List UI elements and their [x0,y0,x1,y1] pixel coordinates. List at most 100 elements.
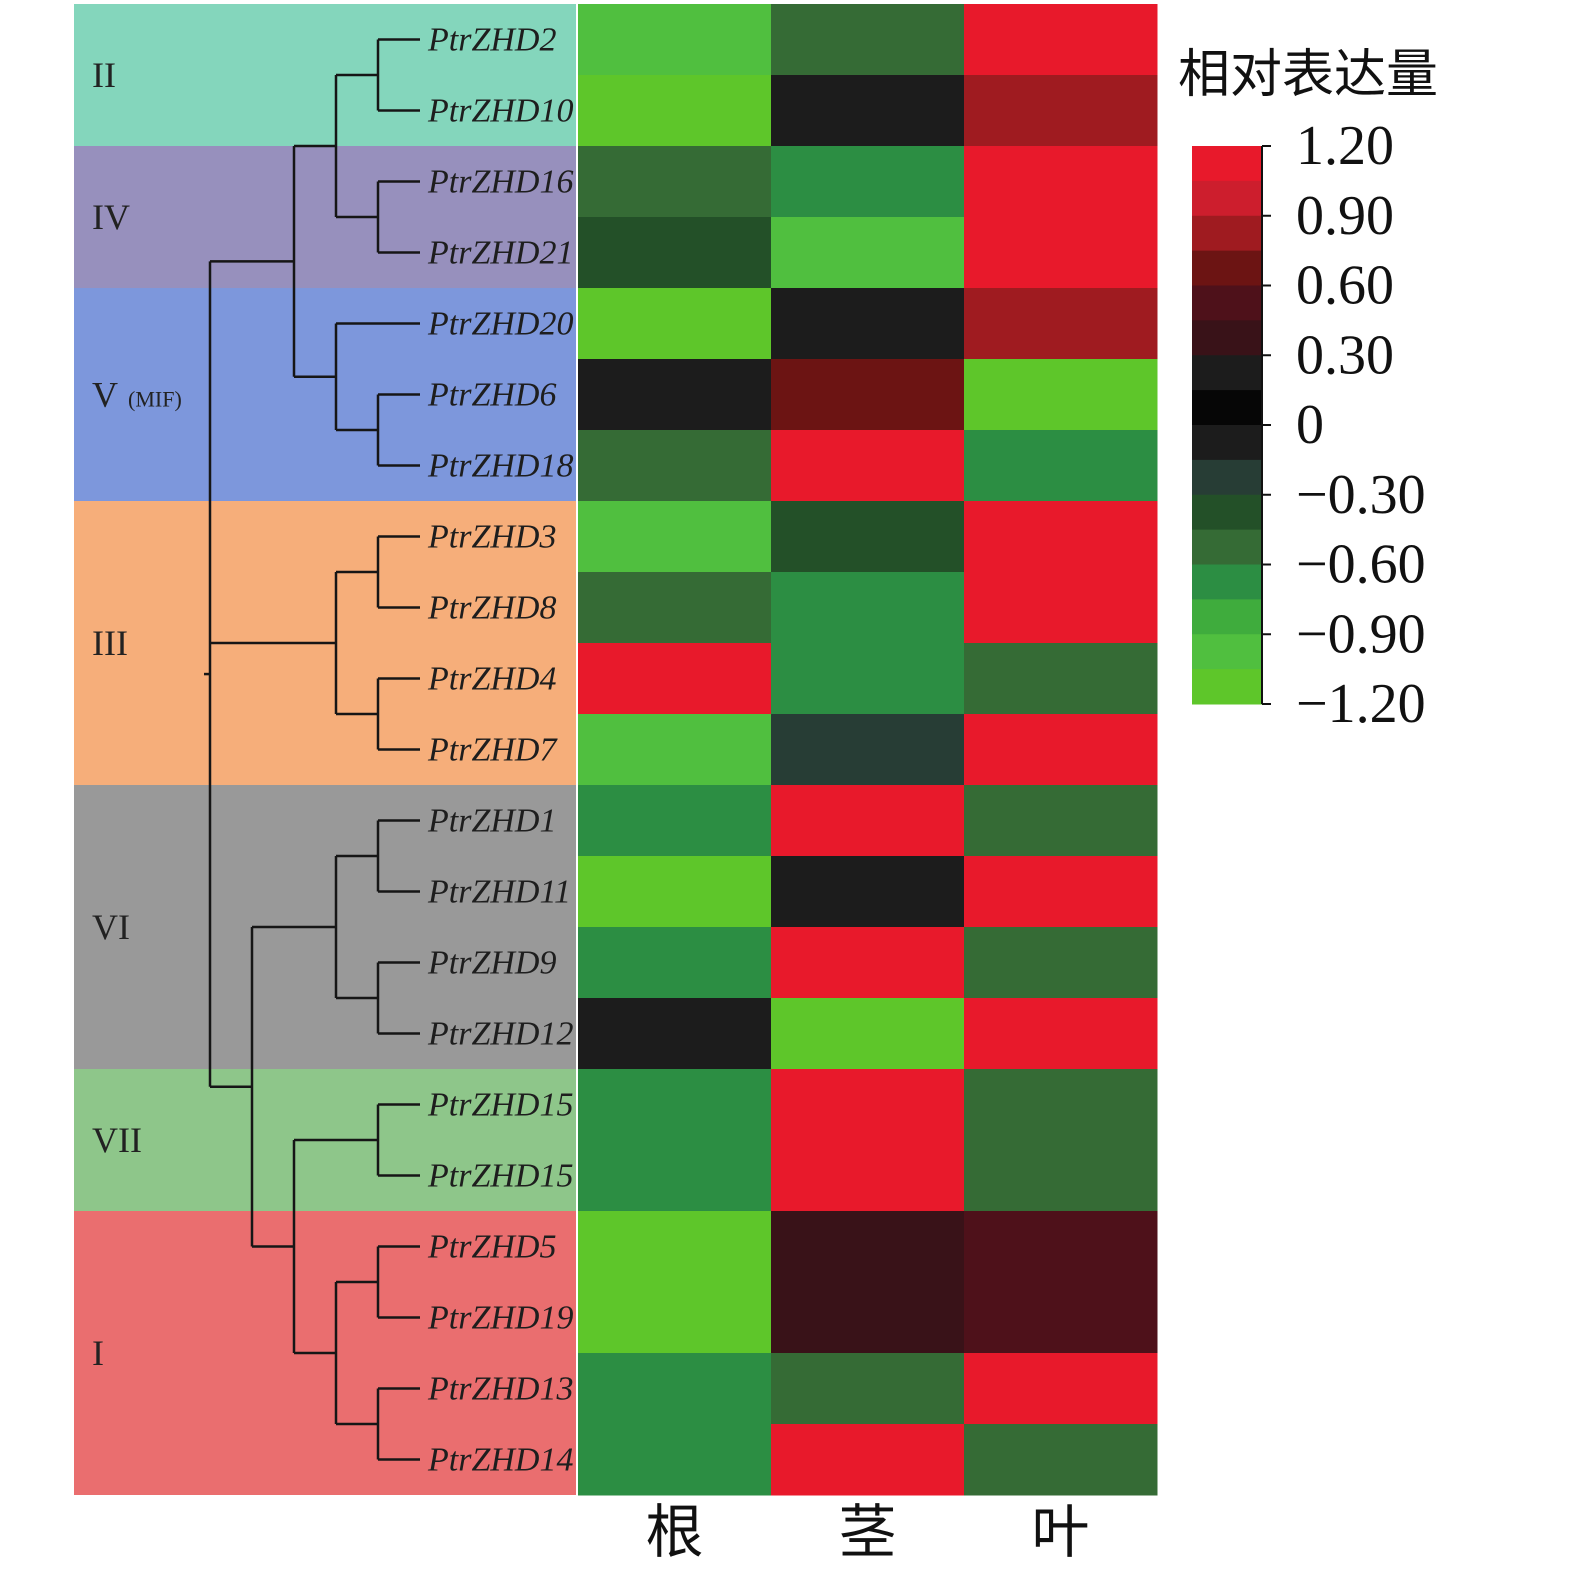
legend-tick-label: −0.90 [1296,603,1426,665]
clade-label-vi: VI [92,907,130,947]
heatmap-cell [578,288,772,360]
legend-tick-label: 1.20 [1296,115,1394,177]
clade-label-iii: III [92,623,128,663]
heatmap-cell [964,1353,1158,1425]
heatmap-cell [578,359,772,431]
clade-sublabel: (MIF) [128,387,182,412]
gene-label: PtrZHD5 [427,1229,556,1266]
legend-swatch [1192,599,1262,635]
legend-swatch [1192,215,1262,252]
heatmap-cell [964,288,1158,360]
clade-label-ii: II [92,55,116,95]
gene-label: PtrZHD13 [427,1371,573,1408]
gene-label: PtrZHD6 [427,377,556,414]
clade-label-v: V [92,375,118,415]
heatmap-cell [771,4,965,76]
color-legend: 相对表达量 1.20 0.90 0.60 0.30 0 −0.30 −0.60 −0.90 −1… [1178,45,1438,735]
legend-tick-label: −0.60 [1296,534,1426,596]
heatmap-cell [578,1353,772,1425]
heatmap-cell [578,501,772,573]
heatmap-cell [771,572,965,644]
heatmap-cell [771,146,965,218]
legend-swatch [1192,425,1262,461]
heatmap-cell [964,572,1158,644]
legend-tick-label: 0 [1296,394,1324,456]
gene-label: PtrZHD11 [427,874,571,911]
clade-labels: II IV V (MIF) III VI VII I [92,55,182,1373]
legend-title: 相对表达量 [1178,45,1438,105]
heatmap-cell [578,1424,772,1496]
legend-swatch [1192,390,1262,426]
legend-swatch [1192,320,1262,356]
heatmap-cell [771,998,965,1070]
heatmap-cell [771,1140,965,1212]
heatmap-cell [964,785,1158,857]
heatmap-cell [578,714,772,786]
heatmap-cell [771,1353,965,1425]
gene-label: PtrZHD1 [427,803,556,840]
gene-label: PtrZHD12 [427,1016,573,1053]
gene-label: PtrZHD3 [427,519,556,556]
legend-tick-label: 0.30 [1296,324,1394,386]
legend-ticks: 1.20 0.90 0.60 0.30 0 −0.30 −0.60 −0.90 −1.20 [1261,115,1426,735]
legend-swatch [1192,634,1262,670]
heatmap-cell [578,1069,772,1141]
heatmap-cell [964,1069,1158,1141]
gene-label: PtrZHD9 [427,945,556,982]
legend-swatch [1192,459,1262,496]
heatmap-cell [771,643,965,715]
legend-tick-label: −1.20 [1296,673,1426,735]
gene-label: PtrZHD14 [427,1442,573,1479]
heatmap-cell [964,998,1158,1070]
clade-label-iv: IV [92,197,130,237]
clade-band-ii [74,4,576,146]
heatmap-cell [771,288,965,360]
gene-label: PtrZHD7 [427,732,558,769]
heatmap-cell [578,4,772,76]
clade-label-i: I [92,1333,104,1373]
heatmap-cell [771,1282,965,1354]
gene-label: PtrZHD4 [427,661,556,698]
heatmap-cell [578,146,772,218]
heatmap-cell [771,359,965,431]
heatmap-cell [771,501,965,573]
gene-label: PtrZHD21 [427,235,573,272]
heatmap-cell [578,643,772,715]
heatmap-cell [578,1211,772,1283]
heatmap-cell [578,1140,772,1212]
heatmap-cell [964,4,1158,76]
legend-swatch [1192,494,1262,531]
heatmap-cell [964,146,1158,218]
clade-band-iv [74,146,576,288]
legend-swatch [1192,669,1262,705]
heatmap-cell [771,714,965,786]
heatmap-cell [771,430,965,502]
column-labels: 根茎叶 [645,1498,1089,1566]
heatmap-cell [771,927,965,999]
heatmap-cell [578,998,772,1070]
clade-label-vii: VII [92,1120,142,1160]
heatmap-cell [771,217,965,289]
gene-label: PtrZHD18 [427,448,573,485]
heatmap-cell [771,856,965,928]
column-label: 根 [645,1498,703,1566]
heatmap-cell [964,1282,1158,1354]
heatmap-cell [964,714,1158,786]
heatmap-cell [964,643,1158,715]
heatmap-cell [771,1211,965,1283]
heatmap-cell [578,217,772,289]
heatmap-cell [578,1282,772,1354]
gene-label: PtrZHD20 [427,306,573,343]
legend-swatch [1192,529,1262,565]
column-label: 茎 [838,1498,896,1566]
legend-swatch [1192,146,1262,182]
heatmap-cell [964,1211,1158,1283]
heatmap-cell [578,430,772,502]
clade-band-v [74,288,576,501]
heatmap-cell [964,1424,1158,1496]
heatmap-cell [578,927,772,999]
heatmap-cell [771,1069,965,1141]
heatmap-cell [964,501,1158,573]
legend-tick-label: 0.60 [1296,255,1394,317]
